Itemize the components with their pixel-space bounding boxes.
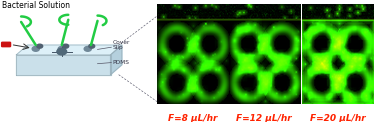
- Text: Bacterial Solution: Bacterial Solution: [2, 1, 70, 10]
- Polygon shape: [16, 45, 122, 55]
- Circle shape: [63, 44, 69, 48]
- FancyBboxPatch shape: [2, 42, 11, 47]
- Text: F=8 μL/hr: F=8 μL/hr: [168, 114, 217, 122]
- Polygon shape: [16, 55, 110, 75]
- Circle shape: [37, 44, 43, 48]
- Text: Cover
Slip: Cover Slip: [112, 40, 130, 50]
- Polygon shape: [110, 45, 122, 75]
- Text: F=20 μL/hr: F=20 μL/hr: [310, 114, 366, 122]
- Circle shape: [84, 46, 91, 51]
- Circle shape: [58, 46, 65, 51]
- Circle shape: [32, 46, 39, 51]
- Circle shape: [89, 44, 94, 48]
- Circle shape: [57, 48, 67, 55]
- Text: PDMS: PDMS: [112, 60, 129, 65]
- Text: F=12 μL/hr: F=12 μL/hr: [236, 114, 292, 122]
